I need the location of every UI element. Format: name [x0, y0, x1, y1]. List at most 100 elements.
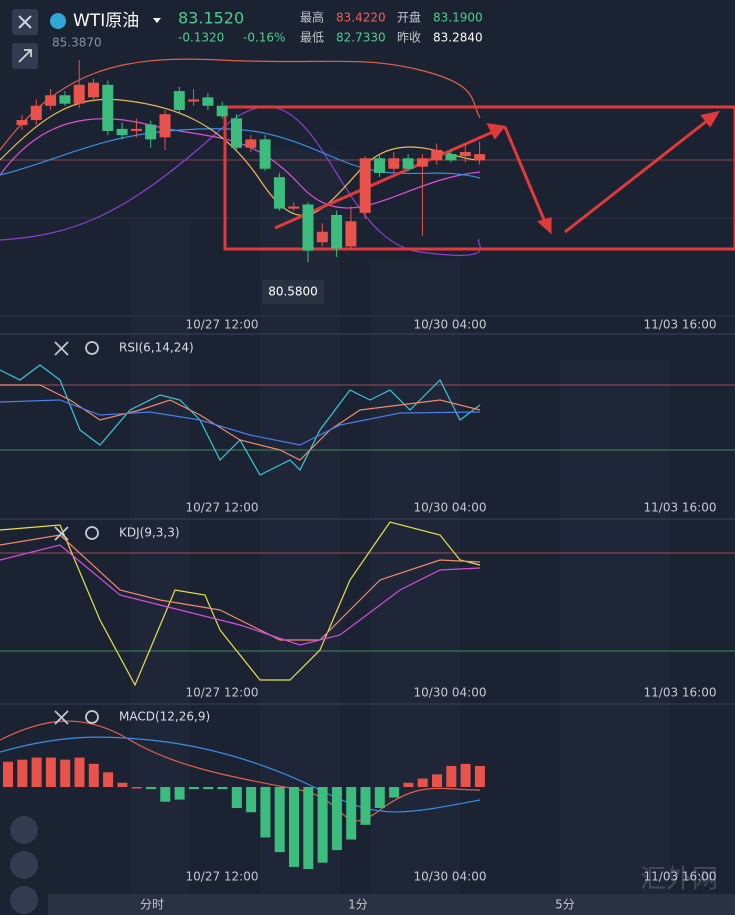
- candle-body: [288, 206, 300, 209]
- change: -0.1320: [178, 31, 224, 45]
- x-axis-label: 10/27 12:00: [186, 870, 259, 884]
- grid: [0, 217, 735, 652]
- open-label: 开盘: [397, 10, 421, 25]
- macd-bar: [60, 759, 71, 787]
- min-label-box: [262, 280, 324, 304]
- candle-body: [416, 158, 428, 167]
- symbol[interactable]: WTI原油: [73, 11, 139, 31]
- macd-lines: [0, 720, 481, 822]
- tool-button[interactable]: [10, 851, 38, 879]
- x-axis-label: 10/30 04:00: [414, 870, 487, 884]
- min-label: 80.5800: [268, 285, 318, 299]
- candle-body: [445, 154, 457, 161]
- high-label: 最高: [300, 10, 324, 25]
- macd-bar: [74, 757, 85, 787]
- macd-bar: [346, 787, 357, 840]
- macd-bar: [231, 787, 242, 809]
- x-axis-label: 10/27 12:00: [186, 686, 259, 700]
- period-tab[interactable]: 分时: [140, 898, 164, 912]
- candle-body: [316, 231, 328, 243]
- candle-body: [331, 214, 343, 249]
- macd-bar: [403, 782, 414, 787]
- candle-body: [359, 158, 371, 213]
- low: 82.7330: [336, 31, 386, 45]
- kdj-title: KDJ(9,3,3): [119, 526, 180, 540]
- kdj-lines: [0, 521, 481, 687]
- tab-bar: [48, 894, 735, 915]
- x-axis-label: 10/30 04:00: [414, 501, 487, 515]
- x-axis-label: 11/03 16:00: [644, 870, 717, 884]
- candle-body: [388, 158, 400, 169]
- period-tab[interactable]: 1分: [348, 898, 368, 912]
- x-axis-label: 11/03 16:00: [644, 501, 717, 515]
- highlight-box: [223, 105, 735, 251]
- change-pct: -0.16%: [243, 31, 285, 45]
- prev-label: 昨收: [397, 31, 421, 45]
- macd-bar: [3, 761, 13, 787]
- candle-body: [273, 177, 285, 209]
- candle-body: [202, 97, 214, 106]
- macd-bar: [246, 787, 257, 813]
- tool-button[interactable]: [10, 816, 38, 844]
- low-label: 最低: [300, 31, 324, 45]
- macd-bar: [160, 787, 171, 802]
- macd-bar: [446, 765, 457, 787]
- period-tab[interactable]: 5分: [555, 898, 575, 912]
- candle-body: [173, 91, 185, 110]
- shrink-icon: [18, 49, 32, 63]
- candle-body: [374, 158, 385, 173]
- macd-bar: [45, 757, 56, 787]
- dropdown[interactable]: [153, 18, 161, 23]
- candle-body: [45, 95, 57, 106]
- x-axis-label: 10/30 04:00: [414, 318, 487, 332]
- price: 83.1520: [178, 9, 244, 28]
- macd-bar: [260, 787, 271, 838]
- candle-body: [73, 84, 85, 104]
- candle-body: [245, 139, 257, 148]
- candle-body: [30, 105, 42, 121]
- macd-bar: [217, 787, 228, 790]
- x-axis-label: 10/30 04:00: [414, 686, 487, 700]
- macd-bar: [274, 787, 285, 853]
- side-tools: [10, 816, 38, 914]
- candle-body: [130, 128, 142, 131]
- candle-body: [459, 151, 471, 157]
- candle-body: [259, 139, 271, 169]
- candle-body: [159, 114, 171, 138]
- candle-body: [102, 84, 114, 131]
- candle-body: [16, 120, 28, 126]
- x-axis-label: 10/27 12:00: [186, 318, 259, 332]
- macd-bar: [474, 765, 485, 787]
- candle-body: [431, 149, 443, 161]
- macd-bar: [103, 772, 114, 787]
- high: 83.4220: [336, 11, 386, 25]
- candle-body: [345, 221, 357, 247]
- macd-bar: [17, 759, 28, 787]
- close-icon: [18, 15, 32, 29]
- rsi-lines: [0, 364, 481, 476]
- symbol-icon: [50, 13, 66, 29]
- macd-bar: [88, 763, 99, 787]
- tool-button[interactable]: [10, 886, 38, 914]
- macd-bar: [31, 757, 42, 787]
- candle-body: [145, 124, 157, 140]
- candle-body: [402, 158, 414, 169]
- macd-bar: [303, 787, 314, 869]
- macd-bar: [331, 787, 342, 851]
- x-axis-label: 11/03 16:00: [644, 318, 717, 332]
- candle-body: [474, 154, 486, 161]
- watermark: 汇外网: [640, 865, 718, 895]
- panel-icons: [54, 341, 99, 725]
- macd-bar: [460, 763, 471, 787]
- macd-bar: [317, 787, 328, 863]
- macd-bar: [432, 774, 442, 787]
- rsi-title: RSI(6,14,24): [119, 341, 194, 355]
- macd-bar: [417, 778, 428, 787]
- macd-bar: [146, 787, 156, 790]
- macd-bar: [188, 787, 199, 790]
- macd-bar: [174, 787, 185, 800]
- candle-body: [88, 82, 99, 98]
- macd-bar: [289, 787, 299, 867]
- candle-body: [188, 99, 200, 102]
- x-axis-label: 10/27 12:00: [186, 501, 259, 515]
